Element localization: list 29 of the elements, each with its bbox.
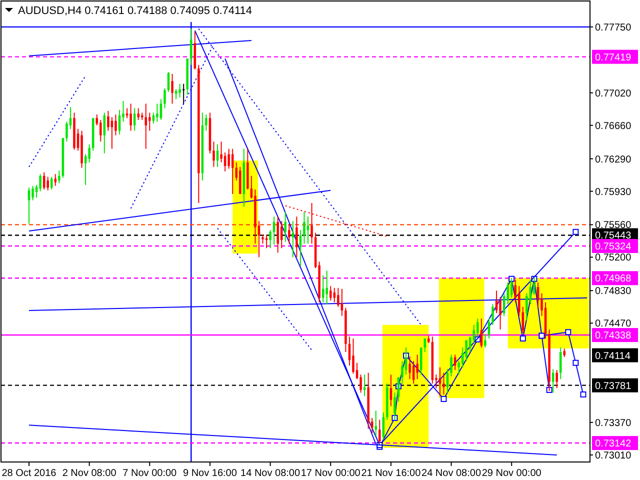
y-tick-label: 0.77020	[595, 88, 632, 100]
y-tick-label: 0.73010	[595, 450, 632, 462]
y-tick-label: 0.74470	[595, 318, 632, 330]
x-tick-label: 29 Nov 00:00	[482, 468, 542, 479]
x-tick-label: 9 Nov 16:00	[183, 468, 238, 479]
y-tick-label: 0.77750	[595, 22, 632, 34]
x-tick-label: 24 Nov 08:00	[422, 468, 482, 479]
chart-title: AUDUSD,H4 0.74161 0.74188 0.74095 0.74114	[18, 5, 252, 17]
x-tick-label: 7 Nov 00:00	[122, 468, 178, 479]
y-tick-label: 0.76660	[595, 120, 632, 132]
ref-line-label: 0.75443	[595, 230, 632, 242]
x-tick-label: 17 Nov 00:00	[300, 468, 361, 479]
ref-line-label: 0.74968	[595, 274, 632, 285]
text: 0.74114	[595, 350, 631, 362]
ref-line-label: 0.74338	[595, 330, 632, 342]
ref-line-label: 0.75324	[595, 241, 632, 252]
y-tick-label: 0.75200	[595, 252, 632, 264]
y-tick-label: 0.75930	[595, 186, 632, 198]
x-tick-label: 21 Nov 16:00	[361, 468, 422, 479]
y-tick-label: 0.73370	[595, 418, 632, 429]
ref-line-label: 0.77419	[595, 52, 632, 64]
ref-line-label: 0.73781	[595, 380, 632, 392]
ref-line-label: 0.73142	[595, 438, 632, 450]
y-tick-label: 0.74830	[595, 286, 632, 298]
y-tick-label: 0.75560	[595, 220, 632, 232]
y-tick-label: 0.76290	[595, 154, 632, 166]
x-tick-label: 2 Nov 08:00	[62, 468, 117, 479]
x-tick-label: 28 Oct 2016	[2, 468, 57, 479]
x-tick-label: 14 Nov 08:00	[240, 468, 300, 479]
